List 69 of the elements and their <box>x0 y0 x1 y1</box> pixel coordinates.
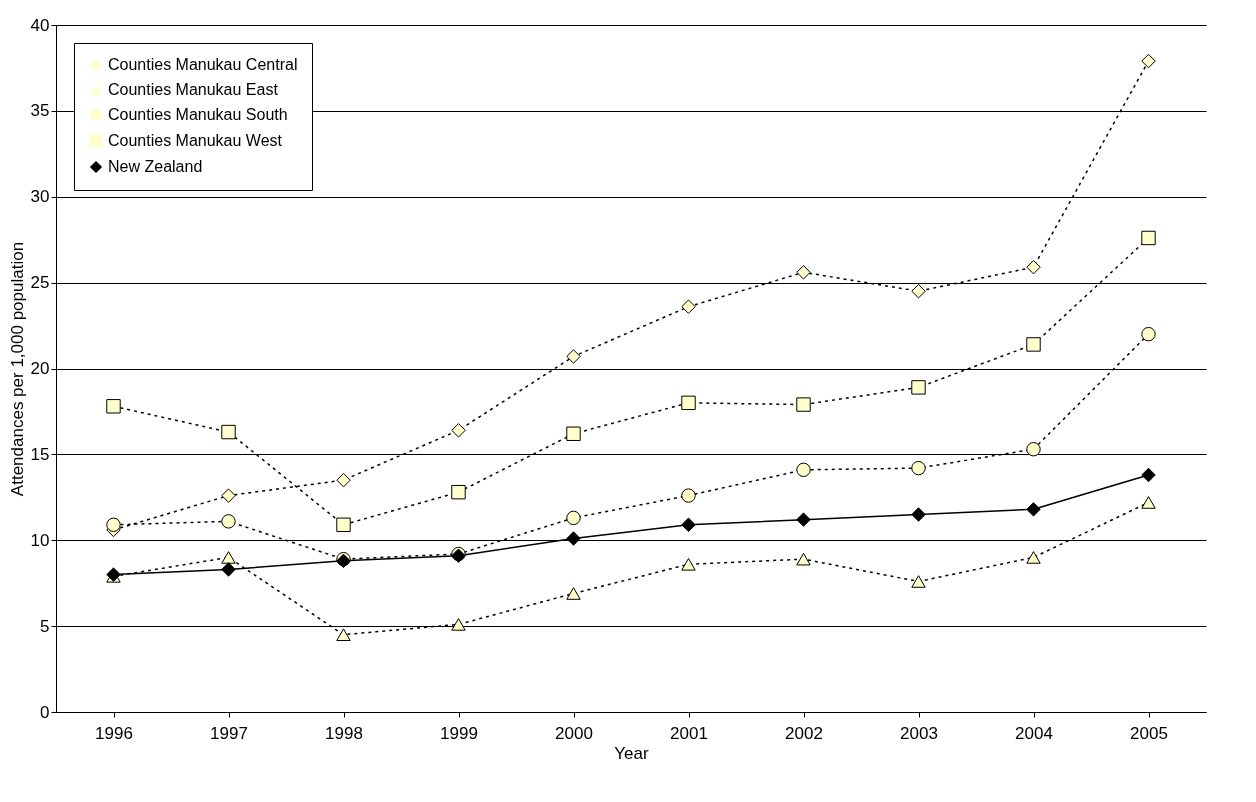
x-tick-label: 1998 <box>325 723 363 743</box>
point <box>336 472 351 488</box>
point <box>1141 230 1156 246</box>
legend-label: Counties Manukau East <box>108 81 279 98</box>
point <box>681 557 696 571</box>
point <box>911 460 926 476</box>
y-tick-label: 20 <box>30 359 50 378</box>
y-tick-label: 5 <box>40 616 50 636</box>
y-tick-label: 10 <box>30 530 50 550</box>
point <box>1141 326 1156 342</box>
point <box>221 488 236 503</box>
point <box>566 510 581 526</box>
legend-label: Counties Manukau Central <box>108 56 298 73</box>
point <box>106 517 121 532</box>
x-tick-label: 1996 <box>95 723 133 743</box>
x-tick-label: 2004 <box>1015 723 1053 743</box>
point <box>681 488 696 503</box>
point <box>1026 442 1041 457</box>
point <box>796 512 811 527</box>
point <box>566 587 581 600</box>
x-tick-label: 2005 <box>1130 723 1168 743</box>
point <box>336 517 351 532</box>
point <box>451 484 466 500</box>
point <box>451 423 466 438</box>
y-axis-title: Attendances per 1,000 population <box>7 241 27 497</box>
x-tick-label: 2003 <box>900 723 938 743</box>
y-tick-label: 15 <box>30 444 50 464</box>
point <box>681 299 696 314</box>
point <box>911 380 926 395</box>
point <box>681 517 696 532</box>
point <box>1141 496 1156 509</box>
point <box>221 424 236 440</box>
y-tick-label: 30 <box>30 187 50 207</box>
point <box>566 349 581 364</box>
point <box>1026 551 1041 564</box>
point <box>451 618 466 631</box>
point <box>1026 337 1041 352</box>
y-tick-label: 25 <box>30 273 50 293</box>
x-tick-label: 2001 <box>670 723 708 743</box>
legend-label: Counties Manukau South <box>108 106 288 123</box>
x-axis-title: Year <box>614 743 650 763</box>
point <box>911 284 926 299</box>
point <box>566 426 581 441</box>
point <box>336 628 351 642</box>
x-tick-label: 1997 <box>210 723 248 743</box>
y-tick-label: 35 <box>30 101 50 121</box>
point <box>1026 502 1041 517</box>
point <box>796 552 811 566</box>
legend-label: Counties Manukau West <box>108 132 283 149</box>
point <box>221 562 236 577</box>
point <box>566 531 581 546</box>
point <box>221 514 236 529</box>
point <box>911 575 926 588</box>
x-tick-label: 2000 <box>555 723 593 743</box>
point <box>911 507 926 522</box>
y-tick-label: 0 <box>40 702 50 722</box>
point <box>106 399 121 414</box>
y-tick-label: 40 <box>30 15 50 35</box>
point <box>796 462 811 478</box>
point <box>1141 53 1156 69</box>
point <box>796 397 811 412</box>
x-tick-label: 1999 <box>440 723 478 743</box>
point <box>1026 259 1041 275</box>
point <box>796 265 811 280</box>
x-tick-label: 2002 <box>785 723 823 743</box>
point <box>221 551 236 564</box>
point <box>1141 467 1156 483</box>
point <box>681 395 696 411</box>
legend-label: New Zealand <box>108 158 203 175</box>
